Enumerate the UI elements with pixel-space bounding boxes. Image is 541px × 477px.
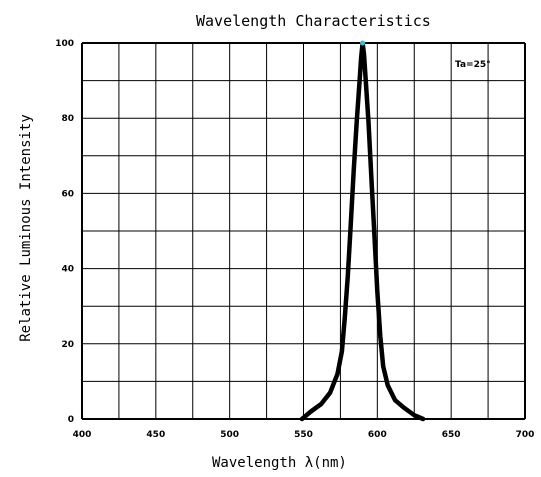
data-point (310, 410, 312, 413)
grid (81, 42, 526, 420)
x-tick-label: 500 (220, 430, 239, 440)
y-tick-label: 20 (61, 340, 74, 350)
y-tick-label: 40 (61, 265, 74, 275)
x-tick-label: 400 (73, 430, 92, 440)
data-point (373, 233, 376, 236)
x-tick-label: 650 (442, 430, 461, 440)
data-point (360, 57, 362, 59)
temperature-annotation: Ta=25° (455, 60, 491, 70)
data-point (344, 316, 346, 319)
chart-title: Wavelength Characteristics (196, 12, 431, 30)
x-tick-label: 600 (368, 430, 387, 440)
data-point (403, 406, 405, 409)
y-tick-label: 0 (68, 415, 74, 425)
data-point (370, 177, 373, 180)
peak-marker (360, 40, 366, 46)
data-point (382, 365, 385, 368)
data-point (349, 222, 352, 225)
data-point (422, 418, 424, 420)
data-point (352, 170, 355, 172)
data-point (413, 414, 416, 417)
data-point (341, 350, 343, 353)
data-point (358, 79, 361, 82)
data-point (355, 121, 358, 123)
data-point (347, 275, 349, 277)
data-point (364, 76, 367, 78)
data-point (386, 384, 389, 386)
series-layer (299, 40, 426, 422)
x-axis-title: Wavelength λ(nm) (212, 455, 347, 471)
data-point (367, 121, 370, 123)
data-point (379, 335, 382, 338)
y-tick-label: 60 (61, 189, 74, 199)
data-point (320, 403, 323, 405)
y-tick-label: 80 (61, 114, 74, 124)
data-point (329, 391, 331, 394)
data-point (394, 399, 396, 402)
data-point (301, 418, 303, 420)
x-tick-label: 550 (294, 430, 313, 440)
x-tick-label: 450 (146, 430, 165, 440)
data-point (336, 373, 339, 375)
tick-labels: 400 450 500 550 600 650 700 0 20 40 60 80 100 (55, 39, 534, 440)
data-point (363, 53, 365, 56)
y-tick-label: 100 (55, 39, 74, 49)
x-tick-label: 700 (516, 430, 535, 440)
data-point (376, 290, 379, 292)
